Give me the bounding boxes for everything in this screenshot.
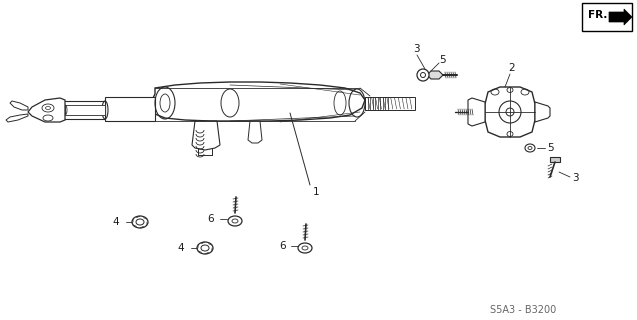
Text: 4: 4 <box>113 217 119 227</box>
Text: FR.: FR. <box>588 10 607 20</box>
Text: 6: 6 <box>280 241 286 251</box>
Text: 3: 3 <box>413 44 419 54</box>
Text: 5: 5 <box>547 143 554 153</box>
Polygon shape <box>535 102 550 122</box>
Polygon shape <box>365 97 415 110</box>
Text: 6: 6 <box>208 214 214 224</box>
Polygon shape <box>192 121 220 150</box>
FancyBboxPatch shape <box>582 3 632 31</box>
Ellipse shape <box>197 242 213 254</box>
Ellipse shape <box>228 216 242 226</box>
Polygon shape <box>60 101 105 119</box>
Text: 3: 3 <box>571 173 578 183</box>
Ellipse shape <box>417 69 429 81</box>
Text: S5A3 - B3200: S5A3 - B3200 <box>490 305 556 315</box>
Ellipse shape <box>525 144 535 152</box>
Text: 1: 1 <box>313 187 319 197</box>
Polygon shape <box>468 98 485 126</box>
Polygon shape <box>248 121 262 143</box>
Text: 5: 5 <box>440 55 447 65</box>
Polygon shape <box>609 9 632 25</box>
Polygon shape <box>105 97 155 121</box>
Polygon shape <box>6 114 28 122</box>
Text: 2: 2 <box>509 63 515 73</box>
Polygon shape <box>65 105 105 115</box>
Polygon shape <box>10 101 28 110</box>
Polygon shape <box>609 9 632 25</box>
Polygon shape <box>550 157 560 162</box>
Polygon shape <box>152 82 365 121</box>
Text: 4: 4 <box>178 243 184 253</box>
Ellipse shape <box>132 216 148 228</box>
Ellipse shape <box>298 243 312 253</box>
Polygon shape <box>28 98 65 122</box>
Polygon shape <box>485 87 535 137</box>
Polygon shape <box>427 71 443 79</box>
